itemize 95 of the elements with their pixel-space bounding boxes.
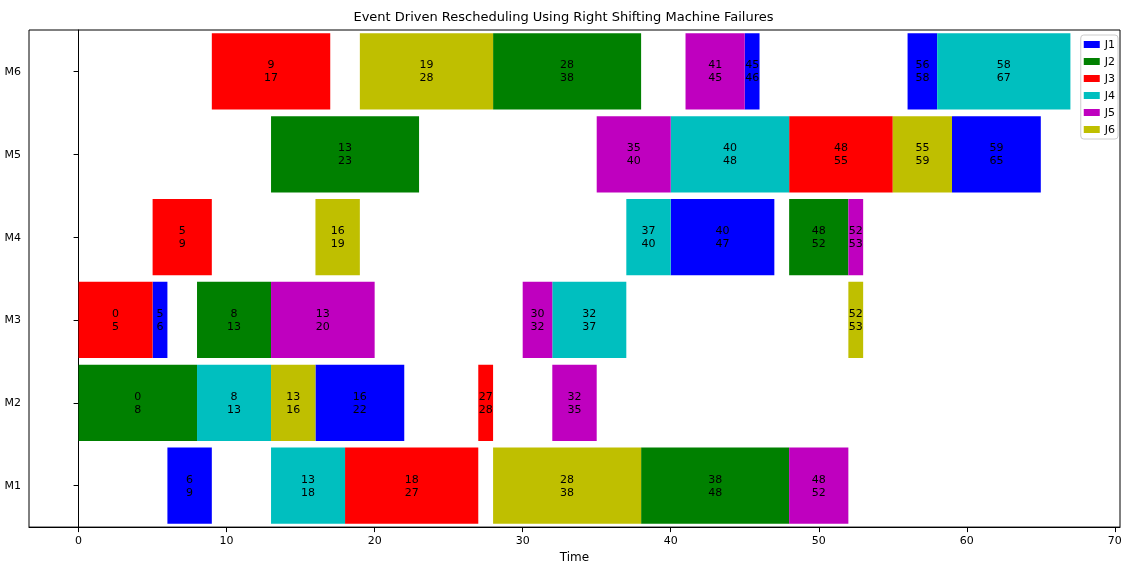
legend-label: J5 (1103, 106, 1116, 119)
legend-label: J3 (1103, 72, 1116, 85)
annotation: 16 22 (352, 389, 367, 416)
annotation: 28 38 (560, 472, 575, 499)
bar (315, 199, 360, 276)
annotation: 18 27 (404, 472, 419, 499)
bar (907, 33, 938, 110)
annotation: 6 9 (186, 472, 194, 499)
annotation: 56 58 (915, 58, 930, 85)
annotation: 35 40 (626, 141, 641, 168)
chart-title: Event Driven Rescheduling Using Right Shifting Machine Failures (353, 9, 774, 24)
bar (596, 116, 671, 193)
bar (789, 116, 893, 193)
bar (152, 199, 212, 276)
y-tick-label: M6 (4, 64, 21, 78)
bar (78, 364, 198, 441)
bar (478, 364, 494, 441)
bar (315, 364, 405, 441)
y-tick-label: M1 (4, 479, 21, 493)
annotation: 27 28 (478, 389, 493, 416)
annotation: 40 47 (715, 224, 730, 251)
bar (167, 447, 212, 524)
annotation: 8 13 (227, 306, 242, 333)
bar (789, 199, 849, 276)
annotation: 32 35 (567, 389, 582, 416)
bar (271, 447, 346, 524)
annotation: 9 17 (264, 58, 279, 85)
bar (197, 281, 272, 359)
annotation: 52 53 (848, 306, 863, 333)
bar (359, 33, 494, 110)
bar (685, 33, 745, 110)
annotation: 5 9 (178, 224, 186, 251)
annotation: 32 37 (582, 306, 597, 333)
annotation: 37 40 (641, 224, 656, 251)
legend-label: J6 (1103, 123, 1116, 136)
bar (345, 447, 479, 524)
legend-label: J2 (1103, 55, 1116, 68)
annotation: 5 6 (156, 306, 164, 333)
annotation: 40 48 (722, 141, 737, 168)
annotation: 13 20 (315, 306, 330, 333)
y-tick-label: M2 (4, 396, 21, 410)
bar (951, 116, 1041, 193)
bar (271, 281, 375, 359)
bar (626, 199, 671, 276)
annotation: 48 52 (811, 224, 826, 251)
annotation: 59 65 (989, 141, 1004, 168)
annotation: 16 19 (330, 224, 345, 251)
annotation: 41 45 (708, 58, 723, 85)
bar (892, 116, 952, 193)
annotation: 30 32 (530, 306, 545, 333)
x-tick-label: 30 (515, 534, 530, 548)
x-tick-label: 20 (367, 534, 382, 548)
bar (522, 281, 553, 359)
annotation: 55 59 (915, 141, 930, 168)
bar (789, 447, 849, 524)
x-tick-label: 70 (1107, 534, 1122, 548)
bar (552, 364, 597, 441)
bar (78, 281, 153, 359)
bar (211, 33, 331, 110)
annotation: 48 55 (833, 141, 848, 168)
y-tick-label: M3 (4, 313, 21, 327)
annotation: 8 13 (227, 389, 242, 416)
legend-label: J4 (1103, 89, 1116, 102)
annotation: 28 38 (560, 58, 575, 85)
bar (670, 199, 775, 276)
annotation: 13 16 (286, 389, 301, 416)
legend-label: J1 (1103, 38, 1116, 51)
bar (552, 281, 627, 359)
bar (197, 364, 272, 441)
annotation: 19 28 (419, 58, 434, 85)
bar (744, 33, 760, 110)
bar (670, 116, 790, 193)
x-tick-label: 50 (811, 534, 826, 548)
annotation: 38 48 (708, 472, 723, 499)
bar (493, 447, 642, 524)
annotation: 0 8 (134, 389, 142, 416)
x-tick-label: 40 (663, 534, 678, 548)
x-axis-title: Time (558, 550, 590, 564)
annotation: 13 18 (301, 472, 316, 499)
bar (641, 447, 790, 524)
annotation: 52 53 (848, 224, 863, 251)
bar (937, 33, 1071, 110)
annotation: 13 23 (338, 141, 353, 168)
annotation: 0 5 (112, 306, 120, 333)
x-tick-label: 10 (219, 534, 234, 548)
annotation: 58 67 (996, 58, 1011, 85)
bar (271, 116, 420, 193)
bar (271, 364, 316, 441)
y-tick-label: M5 (4, 147, 21, 161)
y-tick-label: M4 (4, 230, 21, 244)
annotation: 48 52 (811, 472, 826, 499)
x-tick-label: 0 (75, 534, 83, 548)
x-tick-label: 60 (959, 534, 974, 548)
bar (493, 33, 642, 110)
annotation: 45 46 (745, 58, 760, 85)
